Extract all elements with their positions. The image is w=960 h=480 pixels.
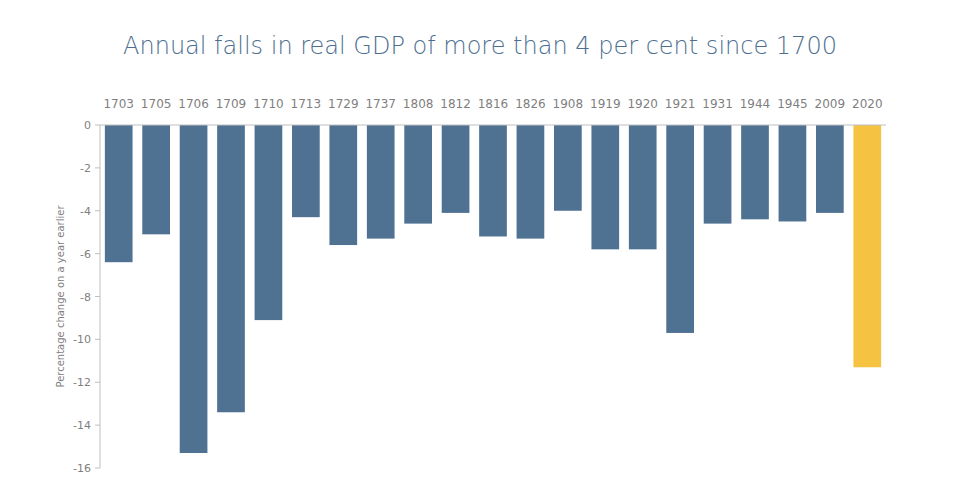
y-tick — [95, 382, 100, 383]
bar — [479, 125, 507, 236]
bar — [442, 125, 470, 213]
x-tick-label: 1826 — [515, 97, 546, 111]
bar — [255, 125, 283, 320]
y-axis-label: Percentage change on a year earlier — [55, 205, 66, 388]
bars — [105, 125, 881, 453]
bar — [816, 125, 844, 213]
bar — [105, 125, 133, 262]
x-tick-label: 1931 — [702, 97, 733, 111]
x-tick-label: 1816 — [478, 97, 509, 111]
x-tick-label: 1729 — [328, 97, 359, 111]
bar — [704, 125, 732, 224]
bar — [629, 125, 657, 249]
y-tick — [95, 296, 100, 297]
title: Annual falls in real GDP of more than 4 … — [123, 32, 837, 60]
x-tick-label: 1945 — [777, 97, 808, 111]
x-tick-label: 1713 — [291, 97, 322, 111]
x-tick-label: 1709 — [216, 97, 247, 111]
y-tick-label: -16 — [73, 462, 91, 475]
y-tick-label: -2 — [80, 162, 91, 175]
bar — [217, 125, 245, 412]
y-tick — [95, 253, 100, 254]
bar — [517, 125, 545, 239]
x-tick-label: 2020 — [852, 97, 883, 111]
bar — [404, 125, 432, 224]
y-tick-label: -12 — [73, 376, 91, 389]
x-tick-label: 1710 — [253, 97, 284, 111]
bar — [554, 125, 582, 211]
bar — [853, 125, 881, 367]
x-tick-label: 1920 — [627, 97, 658, 111]
y-tick-label: -6 — [80, 248, 91, 261]
y-tick — [95, 125, 100, 126]
y-tick-label: -4 — [80, 205, 91, 218]
y-tick-label: -14 — [73, 419, 91, 432]
bar — [180, 125, 208, 453]
bar — [741, 125, 769, 219]
bar — [329, 125, 357, 245]
bar — [142, 125, 170, 234]
y-tick — [95, 167, 100, 168]
x-tick-label: 1944 — [740, 97, 771, 111]
x-axis-line — [100, 125, 886, 126]
x-tick-label: 2009 — [815, 97, 846, 111]
x-tick-label: 1812 — [440, 97, 471, 111]
y-tick — [95, 210, 100, 211]
bar — [591, 125, 619, 249]
bar — [367, 125, 395, 239]
y-tick-label: -10 — [73, 333, 91, 346]
x-tick-label: 1705 — [141, 97, 172, 111]
x-tick-label: 1808 — [403, 97, 434, 111]
y-tick — [95, 339, 100, 340]
y-tick-label: 0 — [84, 119, 91, 132]
chart: Annual falls in real GDP of more than 4 … — [0, 0, 960, 480]
x-tick-label: 1908 — [553, 97, 584, 111]
bar — [292, 125, 320, 217]
x-tick-label: 1921 — [665, 97, 696, 111]
bar — [666, 125, 694, 333]
x-tick-label: 1919 — [590, 97, 621, 111]
x-tick-label: 1706 — [178, 97, 209, 111]
bar — [779, 125, 807, 221]
y-tick — [95, 468, 100, 469]
x-tick-label: 1737 — [365, 97, 396, 111]
y-tick-label: -8 — [80, 291, 91, 304]
x-tick-label: 1703 — [103, 97, 134, 111]
y-tick — [95, 425, 100, 426]
